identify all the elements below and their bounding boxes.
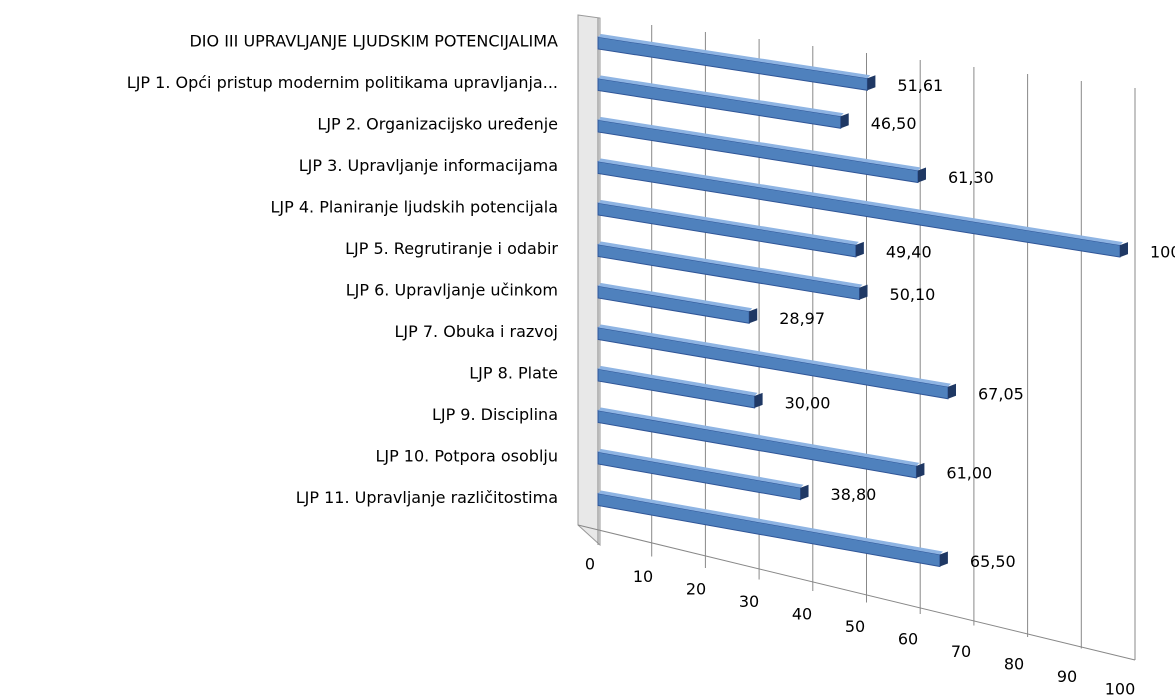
x-tick-label: 80 [1004,655,1024,674]
bar [597,492,941,568]
x-tick-label: 0 [585,555,595,574]
x-tick-label: 10 [633,567,653,586]
category-label: LJP 1. Opći pristup modernim politikama … [127,73,558,92]
category-label: LJP 4. Planiranje ljudskih potencijala [270,198,558,217]
bar-end [917,167,926,183]
x-tick-label: 40 [792,605,812,624]
category-label: LJP 8. Plate [469,364,558,383]
category-label: DIO III UPRAVLJANJE LJUDSKIM POTENCIJALI… [189,32,558,51]
bar-end [1120,242,1128,258]
bar-end [754,392,763,408]
category-label: LJP 10. Potpora osoblju [375,447,558,466]
x-tick-label: 90 [1057,667,1077,686]
bar-end [749,308,758,324]
bar [597,77,842,129]
bar-end [867,75,876,91]
value-label: 65,50 [970,552,1016,571]
x-tick-label: 30 [739,592,759,611]
side-wall [577,14,601,547]
bar-end [859,284,868,300]
bar-top [598,283,753,312]
value-label: 50,10 [890,285,936,304]
category-label: LJP 3. Upravljanje informacijama [299,156,558,175]
bar-end [800,484,809,500]
x-tick-label: 100 [1105,680,1136,698]
x-tick-label: 70 [951,642,971,661]
bar-top [598,241,863,288]
value-label: 28,97 [779,309,825,328]
bar [597,160,1121,258]
category-label: LJP 9. Disciplina [432,405,558,424]
bar-top [598,490,943,555]
bar-top [598,158,1123,246]
floor-edge [577,524,1136,661]
bar-end [855,241,864,257]
x-tick-label: 20 [686,580,706,599]
bar-end [948,383,957,399]
bar-end [840,113,849,129]
value-label: 38,80 [831,485,877,504]
category-label: LJP 6. Upravljanje učinkom [346,281,558,300]
bar [597,451,802,501]
bar-top [598,200,859,245]
value-label: 49,40 [886,242,932,261]
bar-top [598,75,844,117]
category-label: LJP 7. Obuka i razvoj [395,322,559,341]
value-label: 61,30 [948,168,994,187]
value-label: 67,05 [978,384,1024,403]
bar-top [598,366,758,396]
value-label: 100,00 [1150,243,1175,262]
bar-top [598,117,921,171]
category-label: LJP 5. Regrutiranje i odabir [345,239,558,258]
bar-end [939,551,948,567]
value-label: 30,00 [785,393,831,412]
category-label: LJP 2. Organizacijsko uređenje [317,115,558,134]
value-label: 51,61 [897,76,943,95]
bar-top [598,34,871,79]
value-label: 61,00 [946,463,992,482]
bar-top [598,324,952,387]
x-tick-label: 60 [898,630,918,649]
x-tick-label: 50 [845,617,865,636]
bar-top [598,449,804,488]
bar-top [598,407,920,466]
bar-end [916,462,925,478]
category-label: LJP 11. Upravljanje različitostima [296,488,558,507]
value-label: 46,50 [871,114,917,133]
